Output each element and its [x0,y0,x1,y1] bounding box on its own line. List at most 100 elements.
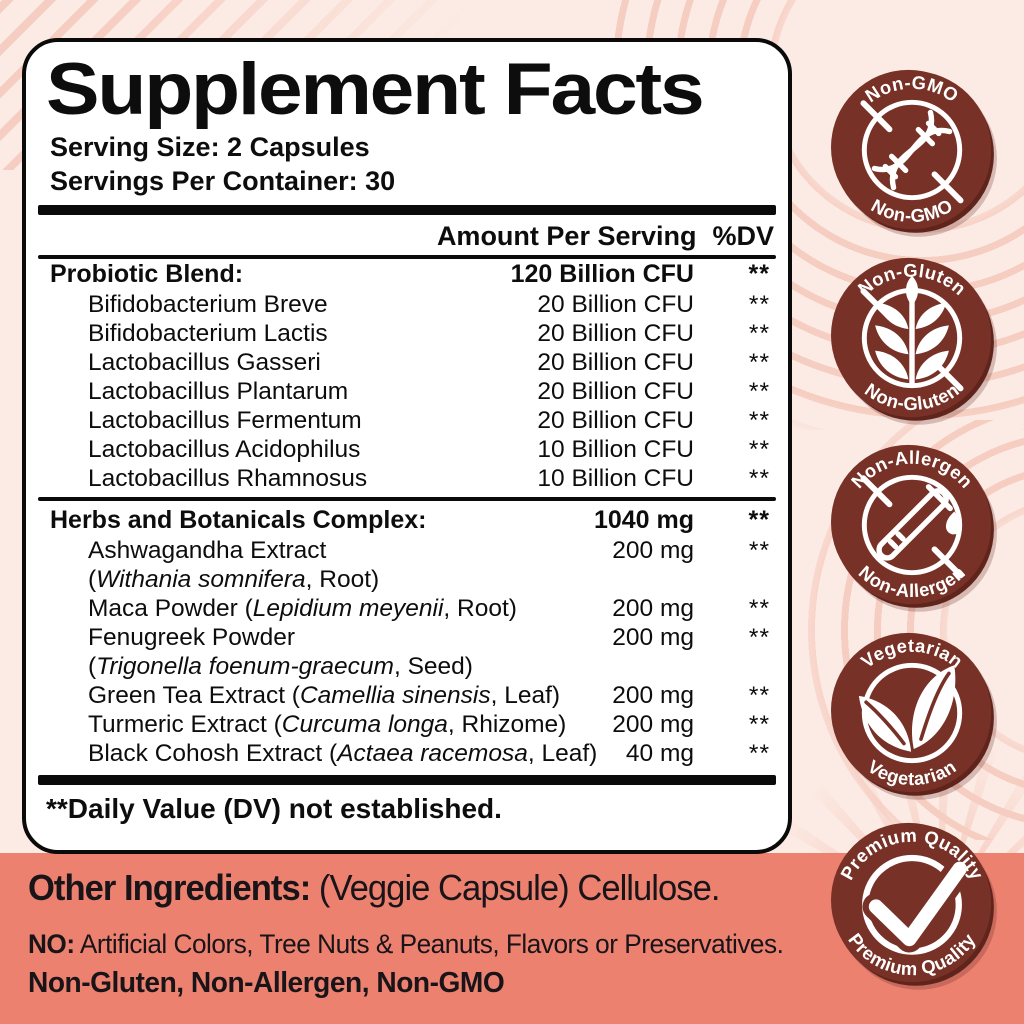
svg-text:Non-Allergen: Non-Allergen [855,561,969,601]
ingredient-name: Lactobacillus Gasseri [88,349,321,376]
divider-thin [38,255,776,259]
test-tube-icon [876,484,962,561]
ingredient-name: (Trigonella foenum-graecum, Seed) [88,653,473,680]
ingredient-name: Fenugreek Powder [88,624,296,651]
ingredient-name: Lactobacillus Fermentum [88,407,362,434]
table-row: Lactobacillus Fermentum 20 Billion CFU ** [38,406,776,435]
ingredient-amount: 20 Billion CFU [537,291,694,318]
ingredient-amount: 20 Billion CFU [537,320,694,347]
table-row: Lactobacillus Acidophilus 10 Billion CFU *… [38,435,776,464]
svg-text:Vegetarian: Vegetarian [857,635,967,672]
table-row: (Withania somnifera, Root) [38,565,776,594]
svg-text:Non-Gluten: Non-Gluten [861,379,963,414]
ingredient-dv: ** [748,291,770,318]
other-ingredients-value: (Veggie Capsule) Cellulose. [318,867,721,908]
divider-thick-bottom [38,775,776,785]
ingredient-amount: 200 mg [612,624,694,651]
divider-thick-top [38,205,776,215]
ingredient-dv: ** [748,260,770,288]
table-row: Bifidobacterium Lactis 20 Billion CFU ** [38,319,776,348]
ingredient-amount: 200 mg [612,711,694,738]
badge-non-allergen: Non-Allergen Non-Allergen [822,435,1002,615]
ingredient-dv: ** [748,595,770,622]
amount-per-serving-header: Amount Per Serving [436,221,697,251]
table-row: Probiotic Blend: 120 Billion CFU ** [38,259,776,290]
serving-size: Serving Size: 2 Capsules [50,132,370,162]
svg-text:Non-GMO: Non-GMO [868,195,956,227]
badge-non-gluten: Non-Gluten Non-Gluten [822,248,1002,428]
ingredient-dv: ** [748,506,770,534]
page-title: Supplement Facts [46,49,705,130]
no-claims-line: NO: Artificial Colors, Tree Nuts & Peanu… [28,927,967,961]
ingredient-amount: 200 mg [612,537,694,564]
ingredient-dv: ** [748,320,770,347]
ingredient-dv: ** [748,537,770,564]
ingredient-name: Probiotic Blend: [50,260,244,288]
ingredient-amount: 200 mg [612,595,694,622]
table-row: Maca Powder (Lepidium meyenii, Root) 200 … [38,594,776,623]
ingredient-name: Bifidobacterium Lactis [88,320,328,347]
ingredient-name: Black Cohosh Extract (Actaea racemosa, L… [88,740,598,767]
ingredient-dv: ** [748,407,770,434]
other-ingredients-band: Other Ingredients: (Veggie Capsule) Cell… [0,853,1024,1024]
ingredient-amount: 10 Billion CFU [537,436,694,463]
ingredient-name: Maca Powder (Lepidium meyenii, Root) [88,595,517,622]
table-row: Lactobacillus Plantarum 20 Billion CFU ** [38,377,776,406]
svg-text:Non-Allergen: Non-Allergen [847,447,978,492]
ingredient-name: Lactobacillus Rhamnosus [88,465,368,492]
table-row: Lactobacillus Gasseri 20 Billion CFU ** [38,348,776,377]
claims-line: Non-Gluten, Non-Allergen, Non-GMO [28,967,505,999]
supplement-facts-panel: Supplement Facts Serving Size: 2 Capsule… [22,38,792,854]
ingredient-amount: 1040 mg [593,506,694,534]
no-label: NO: [28,929,75,959]
ingredient-name: Lactobacillus Plantarum [88,378,349,405]
ingredient-name: (Withania somnifera, Root) [88,566,380,593]
table-row: Bifidobacterium Breve 20 Billion CFU ** [38,290,776,319]
ingredient-dv: ** [748,624,770,651]
badge-top-text: Non-GMO [861,71,962,106]
facts-table: Probiotic Blend: 120 Billion CFU ** Bifidob… [38,259,776,768]
ingredient-amount: 40 mg [625,740,694,767]
ingredient-dv: ** [748,349,770,376]
dna-icon [871,109,953,191]
leaf-icon [858,665,956,752]
ingredient-dv: ** [748,711,770,738]
ingredient-dv: ** [748,378,770,405]
badge-vegetarian: Vegetarian Vegetarian [822,623,1002,803]
ingredient-name: Turmeric Extract (Curcuma longa, Rhizome… [88,711,567,738]
badge-top-text: Vegetarian [857,635,967,672]
ingredient-amount: 200 mg [612,682,694,709]
other-ingredients-label: Other Ingredients: [28,867,311,908]
ingredient-name: Herbs and Botanicals Complex: [50,506,427,534]
other-ingredients-line: Other Ingredients: (Veggie Capsule) Cell… [28,863,957,913]
ingredient-name: Green Tea Extract (Camellia sinensis, Le… [88,682,561,709]
badge-bottom-text: Non-GMO [868,195,956,227]
servings-per-container: Servings Per Container: 30 [50,166,396,196]
dv-header: %DV [712,221,774,251]
table-row: Lactobacillus Rhamnosus 10 Billion CFU ** [38,464,776,493]
badge-bottom-text: Non-Gluten [861,379,962,414]
badge-top-text: Non-Gluten [854,260,970,300]
table-row: Ashwagandha Extract 200 mg ** [38,536,776,565]
ingredient-amount: 20 Billion CFU [537,407,694,434]
ingredient-dv: ** [748,465,770,492]
table-row: (Trigonella foenum-graecum, Seed) [38,652,776,681]
table-row: Turmeric Extract (Curcuma longa, Rhizome… [38,710,776,739]
divider-section [38,497,776,501]
badge-bottom-text: Vegetarian [864,756,959,790]
ingredient-amount: 120 Billion CFU [510,260,694,288]
badge-top-text: Non-Allergen [847,447,977,492]
ingredient-dv: ** [748,740,770,767]
table-row: Fenugreek Powder 200 mg ** [38,623,776,652]
badge-non-gmo: Non-GMO Non-GMO [822,60,1002,240]
wheat-icon [875,275,949,388]
concentric-arcs-decoration-right [784,420,1024,840]
ingredient-name: Bifidobacterium Breve [88,291,328,318]
ingredient-dv: ** [748,682,770,709]
ingredient-dv: ** [748,436,770,463]
table-row: Herbs and Botanicals Complex: 1040 mg ** [38,505,776,536]
ingredient-name: Lactobacillus Acidophilus [88,436,361,463]
table-row: Green Tea Extract (Camellia sinensis, Le… [38,681,776,710]
table-row: Black Cohosh Extract (Actaea racemosa, L… [38,739,776,768]
